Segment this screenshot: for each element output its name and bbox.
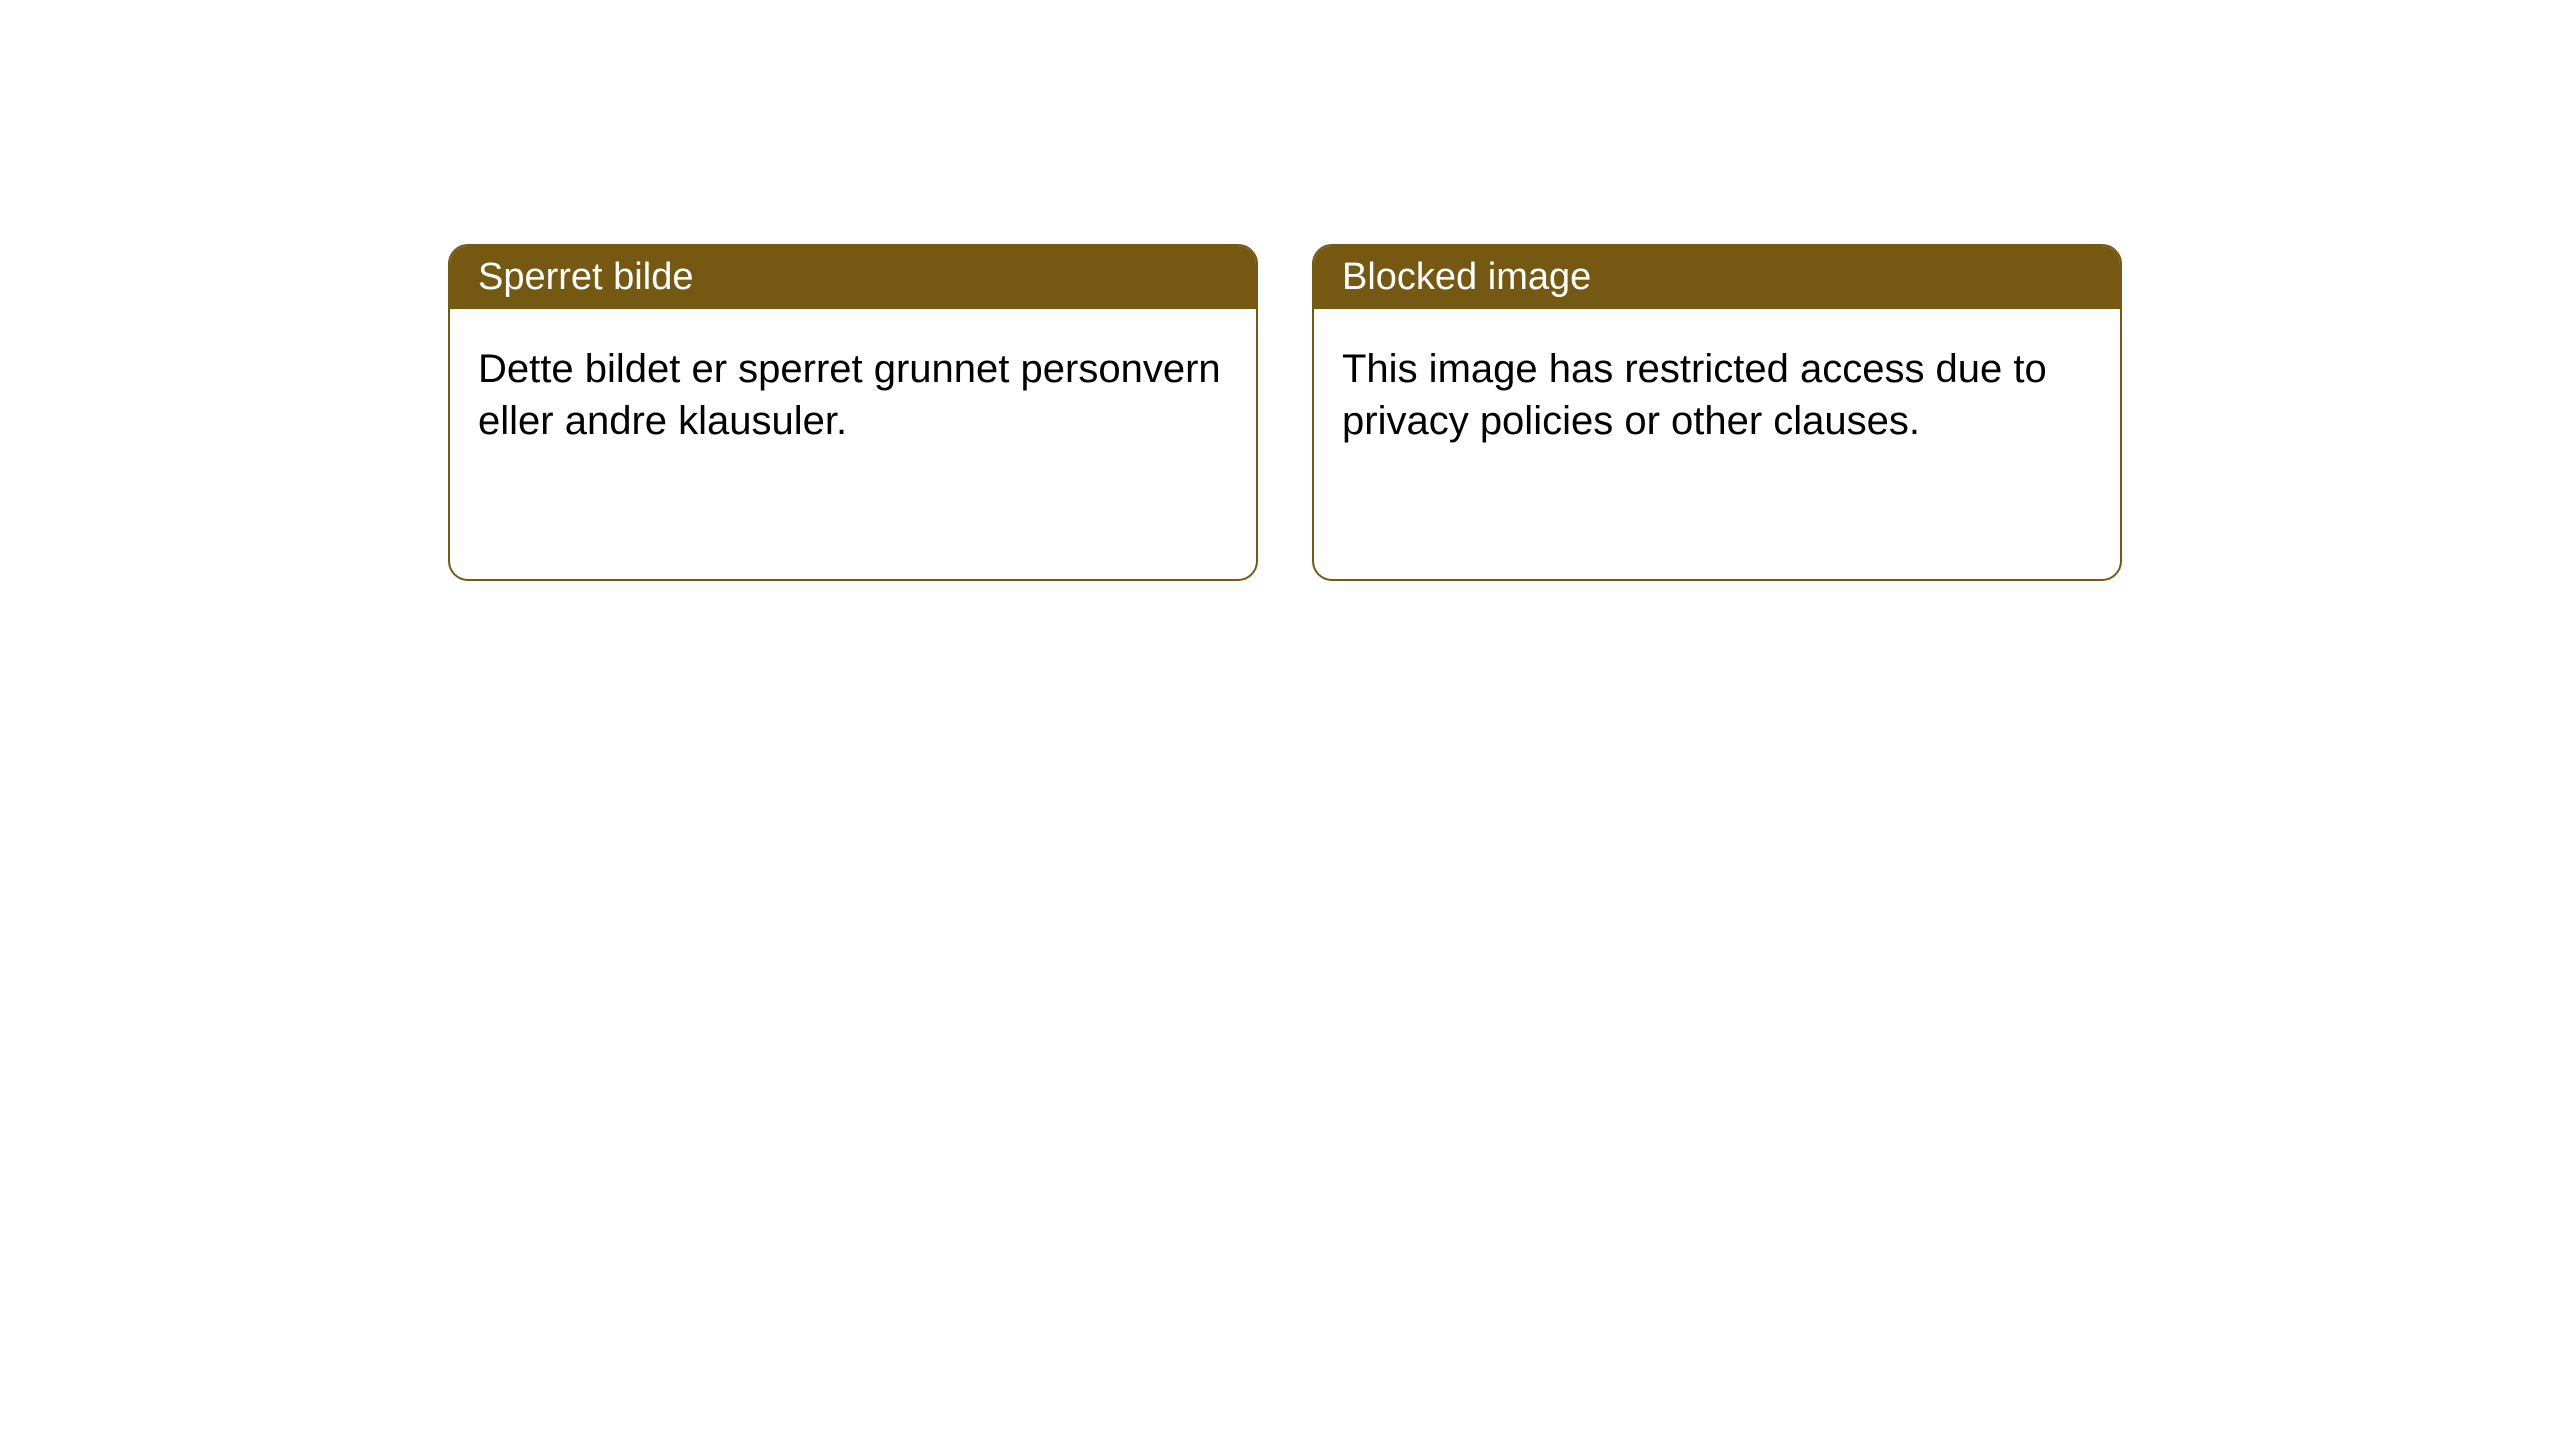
- card-body-text-en: This image has restricted access due to …: [1342, 347, 2047, 443]
- blocked-image-card-en: Blocked image This image has restricted …: [1312, 244, 2122, 581]
- notice-cards-container: Sperret bilde Dette bildet er sperret gr…: [0, 0, 2560, 581]
- card-body-en: This image has restricted access due to …: [1314, 309, 2120, 579]
- card-body-no: Dette bildet er sperret grunnet personve…: [450, 309, 1256, 579]
- card-title-no: Sperret bilde: [478, 256, 693, 298]
- card-body-text-no: Dette bildet er sperret grunnet personve…: [478, 347, 1221, 443]
- blocked-image-card-no: Sperret bilde Dette bildet er sperret gr…: [448, 244, 1258, 581]
- card-header-en: Blocked image: [1314, 246, 2120, 309]
- card-title-en: Blocked image: [1342, 256, 1591, 298]
- card-header-no: Sperret bilde: [450, 246, 1256, 309]
